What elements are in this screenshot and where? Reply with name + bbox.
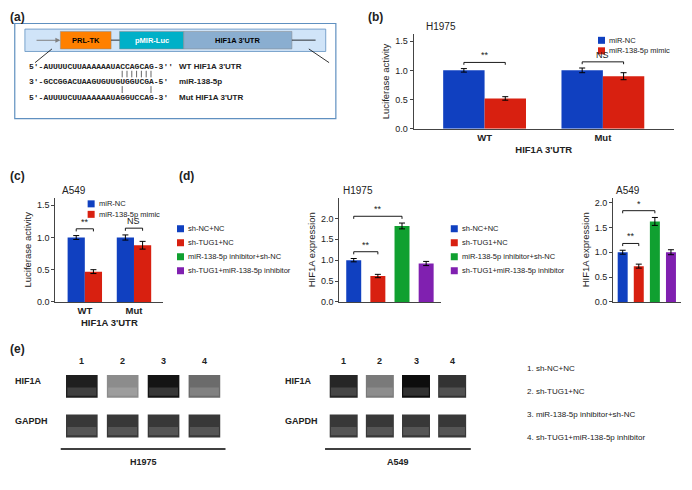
svg-text:miR-138-5p inhibitor+sh-NC: miR-138-5p inhibitor+sh-NC <box>188 252 282 261</box>
svg-text:sh-TUG1+NC: sh-TUG1+NC <box>462 238 508 247</box>
svg-text:WT: WT <box>77 305 92 316</box>
svg-text:1.5: 1.5 <box>595 223 608 233</box>
svg-text:**: ** <box>481 50 489 60</box>
svg-text:miR-138-5p mimic: miR-138-5p mimic <box>609 46 670 55</box>
svg-text:0.0: 0.0 <box>395 124 408 134</box>
svg-text:0.5: 0.5 <box>37 265 50 275</box>
svg-text:miR-NC: miR-NC <box>99 199 126 208</box>
svg-text:(a): (a) <box>10 10 25 24</box>
svg-text:miR-138-5p inhibitor+sh-NC: miR-138-5p inhibitor+sh-NC <box>462 252 556 261</box>
svg-text:3. miR-138-5p inhibitor+sh-NC: 3. miR-138-5p inhibitor+sh-NC <box>527 410 635 419</box>
svg-text:HIF1A 3'UTR: HIF1A 3'UTR <box>215 36 260 45</box>
svg-text:H1975: H1975 <box>343 185 373 196</box>
svg-text:3: 3 <box>161 356 166 366</box>
svg-text:2. sh-TUG1+NC: 2. sh-TUG1+NC <box>527 387 585 396</box>
svg-text:GAPDH: GAPDH <box>285 416 318 426</box>
svg-text:sh-NC+NC: sh-NC+NC <box>188 224 225 233</box>
svg-text:sh-NC+NC: sh-NC+NC <box>462 224 499 233</box>
svg-text:A549: A549 <box>387 457 409 467</box>
svg-text:miR-NC: miR-NC <box>609 36 636 45</box>
svg-text:1.0: 1.0 <box>321 255 334 265</box>
svg-text:0.5: 0.5 <box>321 276 334 286</box>
svg-text:NS: NS <box>596 50 609 60</box>
svg-text:Luciferase activity: Luciferase activity <box>380 43 391 119</box>
svg-text:1.5: 1.5 <box>395 36 408 46</box>
svg-text:miR-138-5p: miR-138-5p <box>179 77 222 86</box>
svg-text:A549: A549 <box>62 185 86 196</box>
svg-text:1.0: 1.0 <box>595 247 608 257</box>
svg-text:2: 2 <box>377 356 382 366</box>
svg-text:Mut: Mut <box>594 132 612 143</box>
svg-text:0.5: 0.5 <box>395 95 408 105</box>
svg-text:WT HIF1A 3'UTR: WT HIF1A 3'UTR <box>179 62 242 71</box>
svg-text:Mut HIF1A 3'UTR: Mut HIF1A 3'UTR <box>179 93 243 102</box>
svg-text:(c): (c) <box>10 169 25 183</box>
svg-text:GAPDH: GAPDH <box>15 416 48 426</box>
svg-text:HIF1A expression: HIF1A expression <box>580 212 591 287</box>
svg-text:Luciferase activity: Luciferase activity <box>22 212 33 288</box>
svg-text:4. sh-TUG1+miR-138-5p inhibito: 4. sh-TUG1+miR-138-5p inhibitor <box>527 433 645 442</box>
svg-text:0.0: 0.0 <box>595 297 608 307</box>
svg-text:5'-AUUUUCUUAAAAAAUACCAGCAG-3'': 5'-AUUUUCUUAAAAAAUACCAGCAG-3'' <box>29 62 173 71</box>
svg-text:**: ** <box>627 231 635 241</box>
svg-text:pMIR-Luc: pMIR-Luc <box>135 36 169 45</box>
svg-text:miR-138-5p mimic: miR-138-5p mimic <box>99 210 160 219</box>
svg-text:HIF1A 3'UTR: HIF1A 3'UTR <box>515 144 572 155</box>
svg-text:0.0: 0.0 <box>37 297 50 307</box>
svg-text:0.5: 0.5 <box>595 272 608 282</box>
svg-text:0.0: 0.0 <box>321 297 334 307</box>
svg-text:(b): (b) <box>368 10 383 24</box>
svg-text:HIF1A: HIF1A <box>15 376 42 386</box>
svg-text:A549: A549 <box>616 185 640 196</box>
svg-text:sh-TUG1+miR-138-5p inhibitor: sh-TUG1+miR-138-5p inhibitor <box>462 266 565 275</box>
svg-text:1: 1 <box>341 356 346 366</box>
svg-text:1.0: 1.0 <box>37 233 50 243</box>
svg-text:HIF1A expression: HIF1A expression <box>306 212 317 287</box>
svg-text:**: ** <box>81 217 89 227</box>
svg-text:2: 2 <box>120 356 125 366</box>
svg-text:1.5: 1.5 <box>37 200 50 210</box>
svg-text:WT: WT <box>477 132 492 143</box>
svg-text:HIF1A: HIF1A <box>285 376 312 386</box>
svg-text:2.0: 2.0 <box>321 214 334 224</box>
svg-text:2.0: 2.0 <box>595 198 608 208</box>
svg-text:3'-GCCGGACUAAGUGUUGUGGUCGA-5': 3'-GCCGGACUAAGUGUUGUGGUCGA-5' <box>29 77 168 86</box>
svg-text:PRL-TK: PRL-TK <box>72 36 100 45</box>
svg-text:4: 4 <box>450 356 455 366</box>
svg-text:(d): (d) <box>179 169 194 183</box>
svg-text:H1975: H1975 <box>426 21 456 32</box>
svg-text:4: 4 <box>202 356 207 366</box>
svg-text:5'-AUUUUCUUAAAAAAUAGGUCCAG-3': 5'-AUUUUCUUAAAAAAUAGGUCCAG-3' <box>29 93 168 102</box>
svg-text:sh-TUG1+NC: sh-TUG1+NC <box>188 238 234 247</box>
svg-text:**: ** <box>374 204 382 214</box>
svg-text:H1975: H1975 <box>130 457 157 467</box>
svg-text:1. sh-NC+NC: 1. sh-NC+NC <box>527 364 575 373</box>
svg-text:sh-TUG1+miR-138-5p inhibitor: sh-TUG1+miR-138-5p inhibitor <box>188 266 291 275</box>
svg-text:3: 3 <box>414 356 419 366</box>
svg-text:Mut: Mut <box>126 305 144 316</box>
svg-text:1: 1 <box>79 356 84 366</box>
svg-text:(e): (e) <box>10 342 25 356</box>
svg-text:HIF1A 3'UTR: HIF1A 3'UTR <box>81 317 138 328</box>
svg-text:**: ** <box>362 240 370 250</box>
svg-text:1.5: 1.5 <box>321 234 334 244</box>
svg-text:NS: NS <box>127 216 140 226</box>
svg-text:*: * <box>637 199 641 209</box>
svg-text:1.0: 1.0 <box>395 66 408 76</box>
